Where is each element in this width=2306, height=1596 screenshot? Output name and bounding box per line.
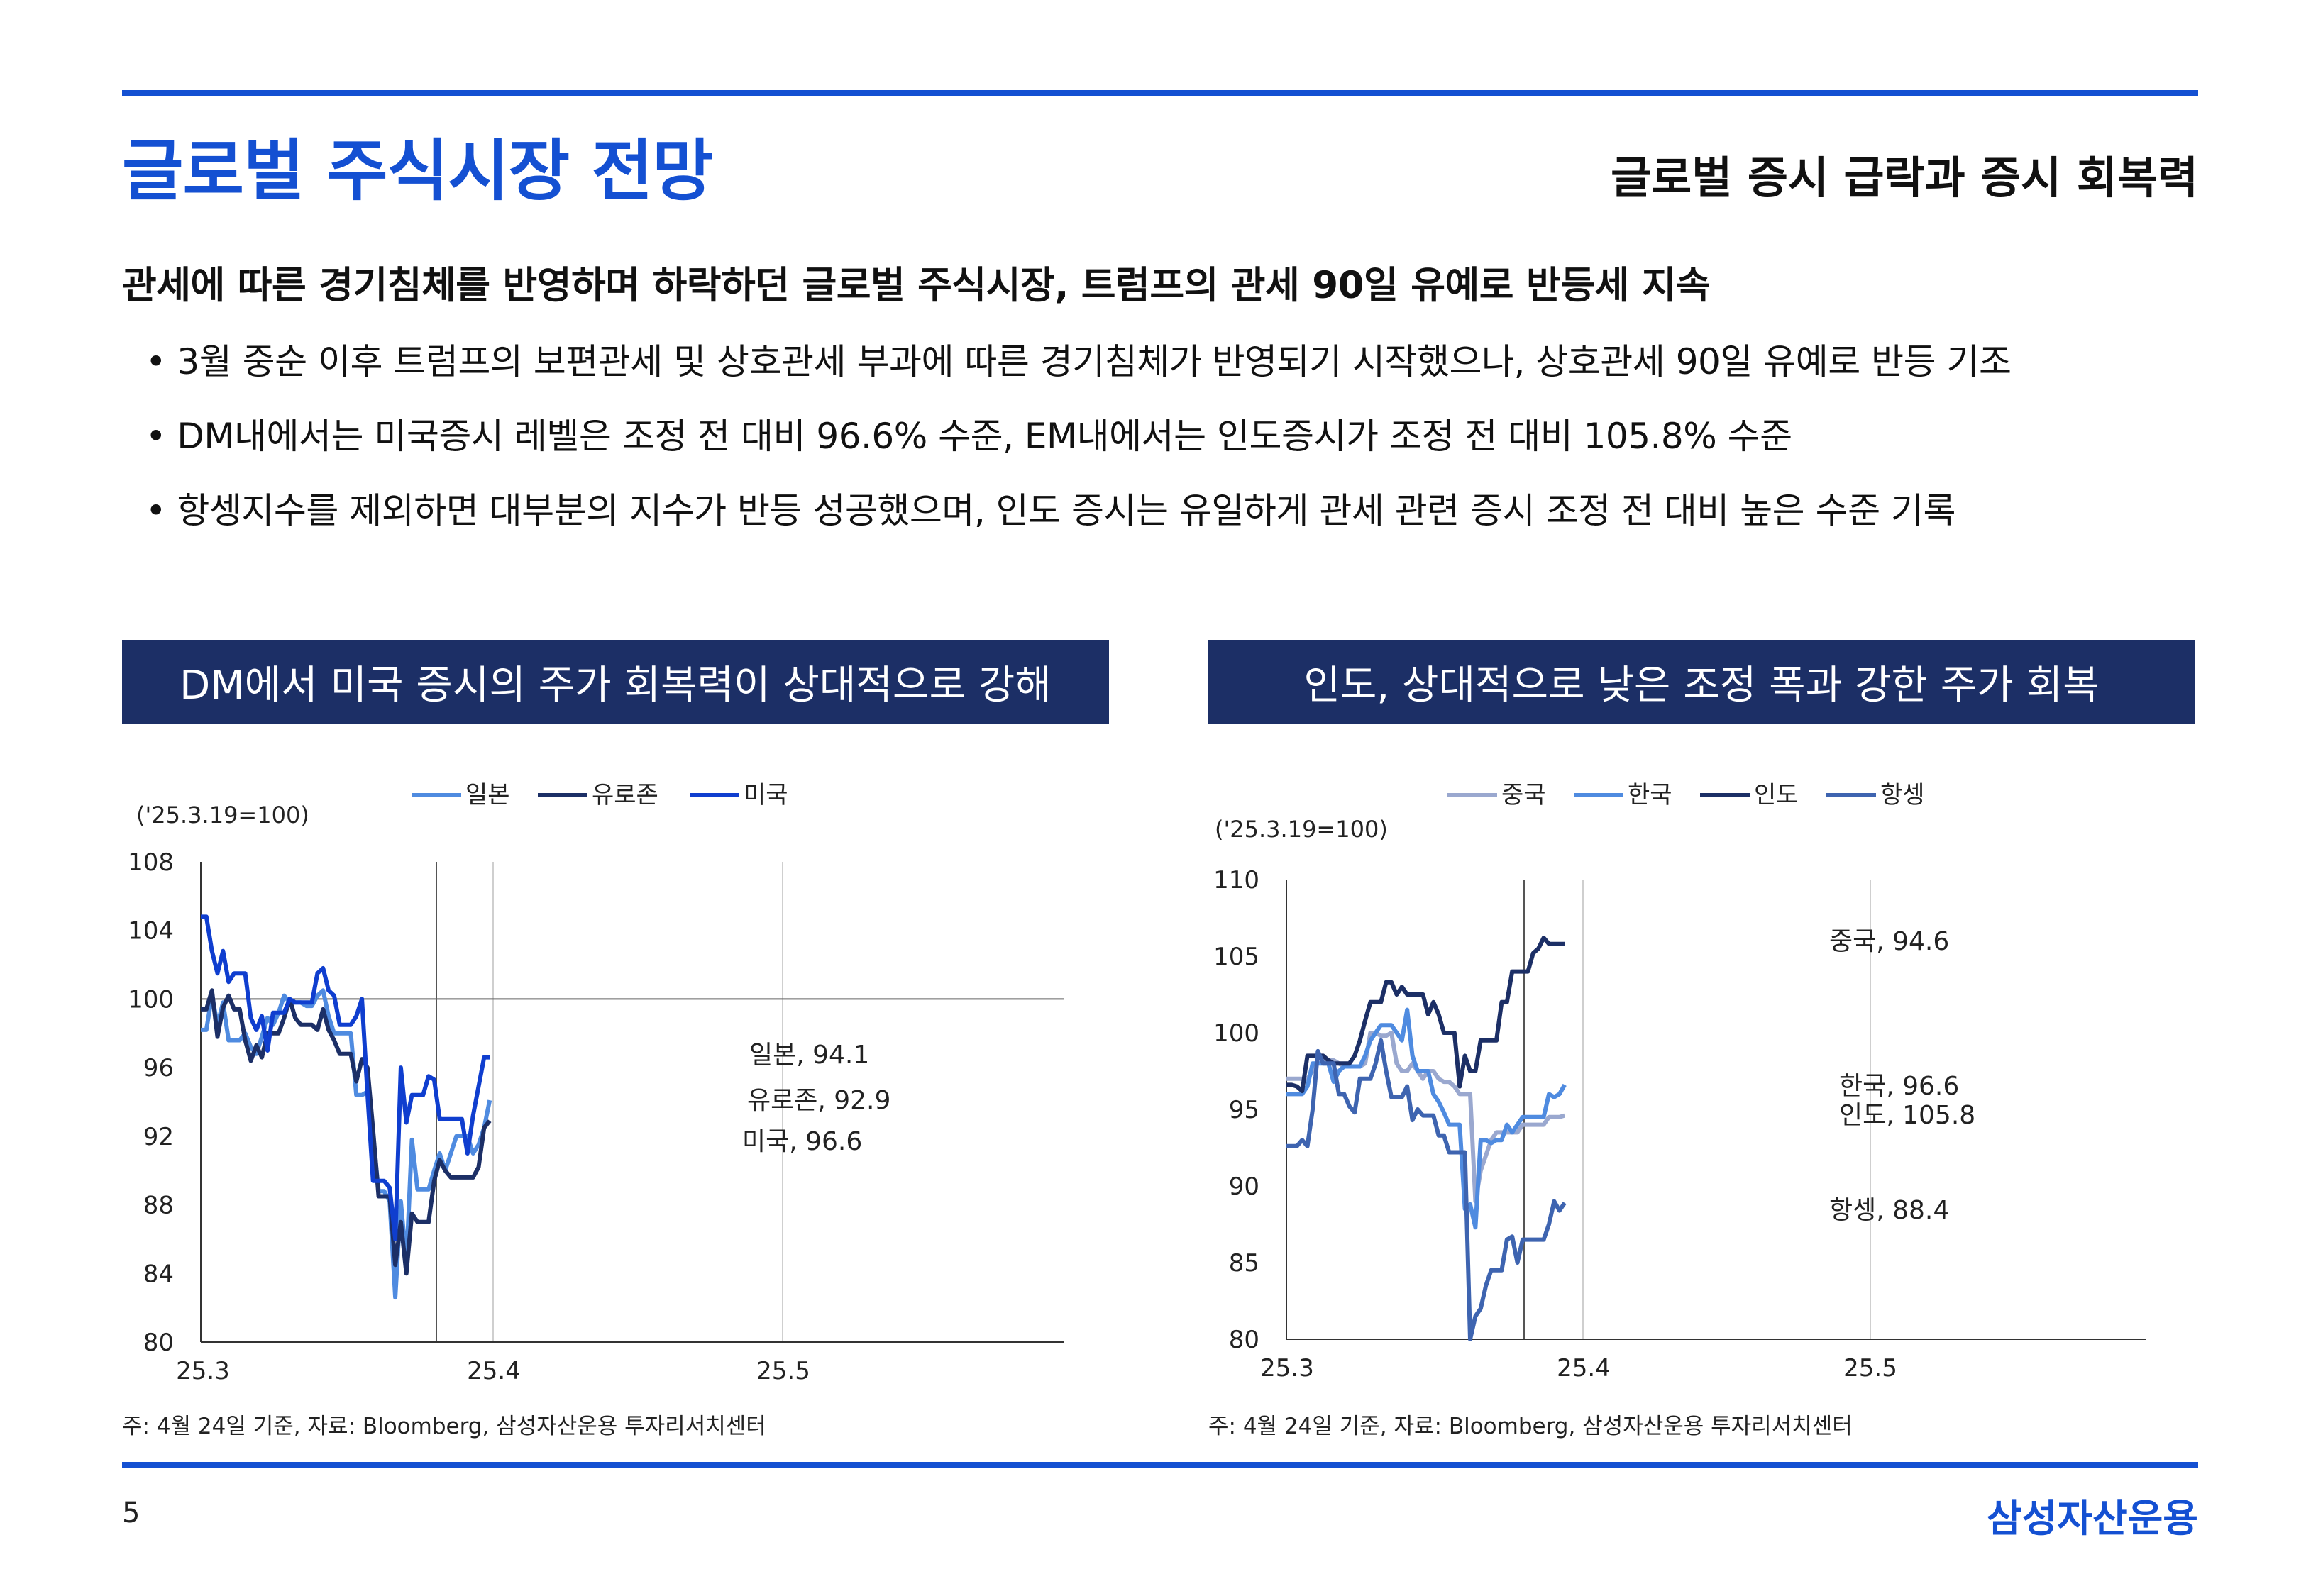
bullet-item: • DM내에서는 미국증시 레벨은 조정 전 대비 96.6% 수준, EM내에…: [145, 416, 1792, 457]
bullet-item: • 항셍지수를 제외하면 대부분의 지수가 반등 성공했으며, 인도 증시는 유…: [145, 490, 1955, 531]
y-tick-label: 96: [143, 1054, 174, 1082]
series-line-일본: [201, 988, 492, 1300]
x-tick-label: 25.4: [1557, 1354, 1611, 1382]
y-tick-label: 85: [1229, 1249, 1259, 1278]
x-tick-label: 25.5: [1843, 1354, 1897, 1382]
y-tick-label: 84: [143, 1260, 174, 1288]
series-end-label: 항셍, 88.4: [1829, 1196, 1949, 1225]
chart-right-title: 인도, 상대적으로 낮은 조정 폭과 강한 주가 회복: [1208, 640, 2195, 724]
x-tick-label: 25.3: [176, 1357, 230, 1385]
series-end-label: 중국, 94.6: [1829, 927, 1949, 956]
bottom-rule: [122, 1462, 2198, 1468]
series-line-한국: [1286, 1007, 1567, 1230]
legend-label: 일본: [465, 781, 510, 809]
series-line-미국: [201, 914, 490, 1241]
legend-label: 중국: [1501, 781, 1546, 809]
page-number: 5: [122, 1497, 140, 1529]
y-tick-label: 110: [1213, 866, 1259, 894]
legend-label: 항셍: [1880, 781, 1925, 809]
series-end-label: 한국, 96.6: [1839, 1072, 1959, 1101]
chart-right-source-note: 주: 4월 24일 기준, 자료: Bloomberg, 삼성자산운용 투자리서…: [1208, 1414, 1853, 1439]
y-tick-label: 105: [1213, 943, 1259, 971]
legend-label: 유로존: [592, 781, 658, 809]
page-subtitle: 글로벌 증시 급락과 증시 회복력: [1611, 152, 2198, 204]
y-tick-label: 100: [128, 985, 174, 1014]
legend-label: 인도: [1754, 781, 1799, 809]
x-tick-label: 25.5: [756, 1357, 810, 1385]
series-end-label: 유로존, 92.9: [747, 1086, 890, 1115]
y-tick-label: 88: [143, 1192, 174, 1220]
unit-label: ('25.3.19=100): [136, 802, 309, 829]
legend-label: 미국: [744, 781, 788, 809]
chart-left-source-note: 주: 4월 24일 기준, 자료: Bloomberg, 삼성자산운용 투자리서…: [122, 1414, 766, 1439]
y-tick-label: 108: [128, 848, 174, 877]
series-end-label: 인도, 105.8: [1839, 1101, 1975, 1130]
y-tick-label: 100: [1213, 1019, 1259, 1048]
top-rule: [122, 90, 2198, 96]
legend-label: 한국: [1628, 781, 1672, 809]
chart-right: ('25.3.19=100)중국 한국 인도 항셍110105100959085802…: [1213, 781, 2146, 1382]
x-tick-label: 25.3: [1260, 1354, 1314, 1382]
y-tick-label: 92: [143, 1123, 174, 1151]
unit-label: ('25.3.19=100): [1215, 816, 1388, 843]
series-line-중국: [1286, 1031, 1566, 1204]
series-end-label: 일본, 94.1: [749, 1041, 869, 1070]
chart-left-title: DM에서 미국 증시의 주가 회복력이 상대적으로 강해: [122, 640, 1109, 724]
y-tick-label: 104: [128, 917, 174, 946]
y-tick-label: 95: [1229, 1096, 1259, 1124]
series-line-항셍: [1286, 1038, 1567, 1341]
headline: 관세에 따른 경기침체를 반영하며 하락하던 글로벌 주식시장, 트럼프의 관세…: [122, 264, 1711, 307]
chart-left: ('25.3.19=100) 일본 유로존 미국 108 104 100 96 92 88 84 80…: [128, 781, 1064, 1385]
x-tick-label: 25.4: [467, 1357, 521, 1385]
bullet-item: • 3월 중순 이후 트럼프의 보편관세 및 상호관세 부과에 따른 경기침체가…: [145, 341, 2012, 382]
y-tick-label: 90: [1229, 1173, 1259, 1201]
series-end-label: 미국, 96.6: [742, 1127, 862, 1156]
y-tick-label: 80: [143, 1329, 174, 1357]
brand-logo: 삼성자산운용: [1986, 1496, 2198, 1541]
series-line-유로존: [201, 988, 492, 1276]
page-title: 글로벌 주식시장 전망: [122, 133, 714, 210]
y-tick-label: 80: [1229, 1326, 1259, 1354]
